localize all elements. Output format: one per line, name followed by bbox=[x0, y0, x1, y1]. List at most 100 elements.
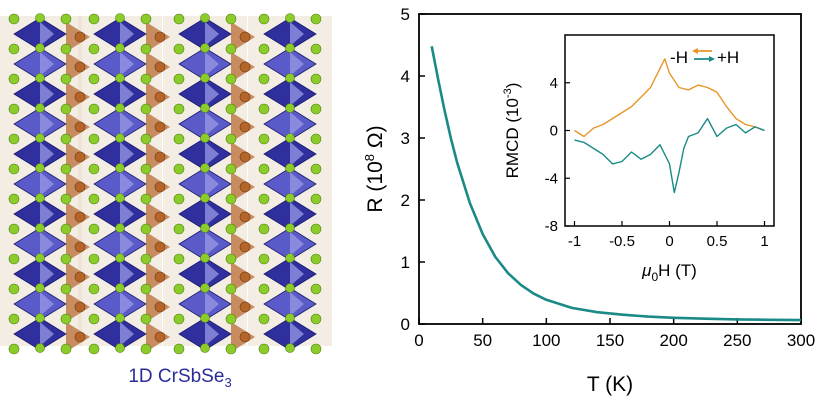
se-atom bbox=[35, 253, 45, 263]
se-atom bbox=[35, 283, 45, 293]
x-tick-label: 50 bbox=[473, 331, 492, 350]
se-atom bbox=[88, 283, 100, 295]
se-atom bbox=[60, 73, 72, 85]
se-atom bbox=[225, 193, 237, 205]
se-atom bbox=[140, 253, 152, 265]
x-tick-label: 100 bbox=[532, 331, 560, 350]
octahedron-face bbox=[120, 322, 134, 346]
legend-minus-h-label: -H bbox=[670, 48, 688, 67]
se-atom bbox=[310, 13, 322, 25]
sb-atom bbox=[154, 331, 166, 343]
octahedron-face bbox=[40, 172, 54, 196]
se-atom bbox=[225, 43, 237, 55]
y-tick-label: 2 bbox=[401, 191, 410, 210]
octahedron-face bbox=[205, 52, 219, 76]
se-atom bbox=[285, 103, 295, 113]
se-atom bbox=[35, 73, 45, 83]
inset-legend: -H +H bbox=[670, 48, 739, 67]
octahedron-face bbox=[290, 112, 304, 136]
sb-atom bbox=[74, 121, 86, 133]
sb-atom bbox=[74, 241, 86, 253]
se-atom bbox=[8, 193, 20, 205]
se-atom bbox=[173, 193, 185, 205]
se-atom bbox=[225, 253, 237, 265]
se-atom bbox=[225, 133, 237, 145]
sb-atom bbox=[154, 61, 166, 73]
se-atom bbox=[173, 313, 185, 325]
sb-atom bbox=[239, 181, 251, 193]
se-atom bbox=[60, 193, 72, 205]
se-atom bbox=[88, 103, 100, 115]
octahedron-face bbox=[120, 82, 134, 106]
se-atom bbox=[115, 223, 125, 233]
se-atom bbox=[88, 193, 100, 205]
y-tick-label: 4 bbox=[401, 67, 410, 86]
se-atom bbox=[225, 343, 237, 355]
se-atom bbox=[200, 253, 210, 263]
se-atom bbox=[35, 133, 45, 143]
sb-atom bbox=[239, 241, 251, 253]
sb-atom bbox=[239, 331, 251, 343]
octahedron-face bbox=[290, 262, 304, 286]
se-atom bbox=[115, 193, 125, 203]
se-atom bbox=[200, 133, 210, 143]
sb-atom bbox=[74, 31, 86, 43]
sb-atom bbox=[74, 211, 86, 223]
se-atom bbox=[35, 223, 45, 233]
octahedron-face bbox=[290, 82, 304, 106]
rmcd-minus-h-series bbox=[574, 58, 765, 138]
se-atom bbox=[8, 163, 20, 175]
se-atom bbox=[115, 73, 125, 83]
sb-atom bbox=[239, 211, 251, 223]
se-atom bbox=[88, 253, 100, 265]
se-atom bbox=[173, 223, 185, 235]
octahedron-face bbox=[205, 82, 219, 106]
se-atom bbox=[285, 343, 295, 353]
octahedron-face bbox=[205, 22, 219, 46]
octahedron-face bbox=[120, 172, 134, 196]
octahedron-face bbox=[205, 142, 219, 166]
se-atom bbox=[60, 223, 72, 235]
se-atom bbox=[173, 73, 185, 85]
caption-formula: 1D CrSbSe bbox=[128, 366, 225, 387]
se-atom bbox=[140, 103, 152, 115]
se-atom bbox=[140, 343, 152, 355]
octahedron-face bbox=[40, 292, 54, 316]
se-atom bbox=[60, 43, 72, 55]
sb-atom bbox=[154, 181, 166, 193]
se-atom bbox=[88, 343, 100, 355]
se-atom bbox=[285, 163, 295, 173]
x-tick-label: 250 bbox=[723, 331, 751, 350]
se-atom bbox=[60, 283, 72, 295]
se-atom bbox=[310, 253, 322, 265]
se-atom bbox=[258, 313, 270, 325]
sb-atom bbox=[154, 301, 166, 313]
se-atom bbox=[258, 343, 270, 355]
se-atom bbox=[140, 43, 152, 55]
se-atom bbox=[115, 43, 125, 53]
se-atom bbox=[200, 193, 210, 203]
se-atom bbox=[310, 283, 322, 295]
se-atom bbox=[285, 193, 295, 203]
sb-atom bbox=[239, 31, 251, 43]
se-atom bbox=[35, 103, 45, 113]
y-axis-label: R (108 Ω) bbox=[362, 125, 387, 212]
se-atom bbox=[285, 253, 295, 263]
se-atom bbox=[140, 193, 152, 205]
se-atom bbox=[310, 163, 322, 175]
se-atom bbox=[310, 43, 322, 55]
se-atom bbox=[140, 313, 152, 325]
inset-x-tick-label: -0.5 bbox=[609, 233, 635, 250]
se-atom bbox=[200, 163, 210, 173]
inset-x-tick-label: 0.5 bbox=[707, 233, 728, 250]
octahedron-face bbox=[40, 142, 54, 166]
se-atom bbox=[258, 103, 270, 115]
se-atom bbox=[88, 73, 100, 85]
octahedron-face bbox=[290, 172, 304, 196]
octahedron-face bbox=[205, 232, 219, 256]
se-atom bbox=[225, 283, 237, 295]
sb-atom bbox=[154, 151, 166, 163]
se-atom bbox=[60, 133, 72, 145]
se-atom bbox=[200, 13, 210, 23]
